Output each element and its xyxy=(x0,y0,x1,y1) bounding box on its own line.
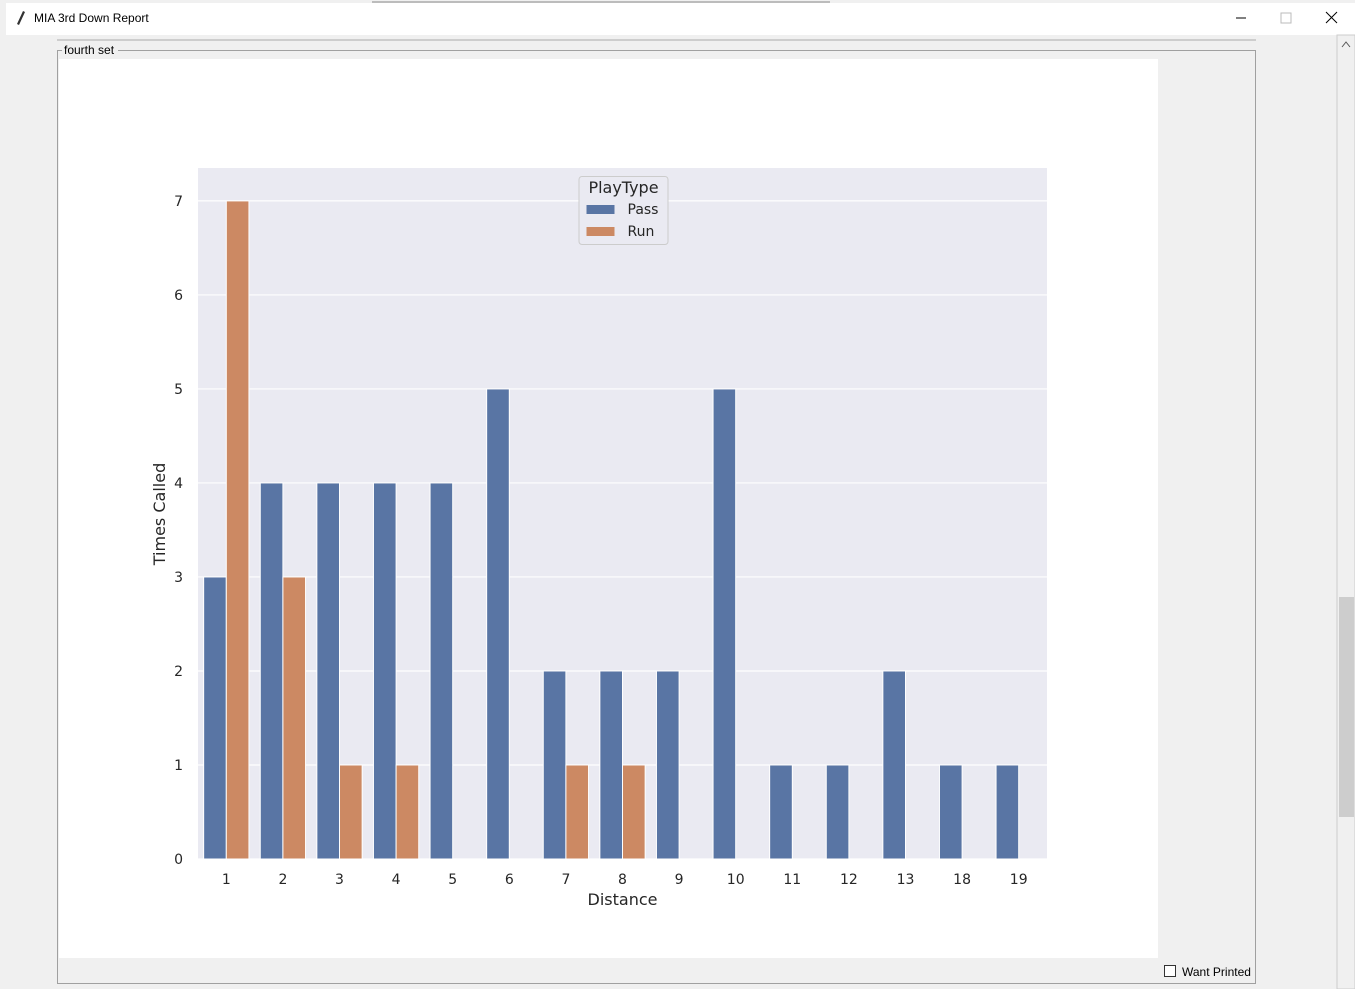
app-icon xyxy=(17,11,25,25)
x-axis-label: Distance xyxy=(588,890,658,909)
x-tick-label: 6 xyxy=(505,872,514,888)
bar xyxy=(712,388,737,860)
legend-title: PlayType xyxy=(588,178,658,197)
bar xyxy=(259,482,284,860)
window-title: MIA 3rd Down Report xyxy=(34,11,149,25)
bar xyxy=(486,388,510,860)
title-bar xyxy=(6,3,1355,35)
x-tick-label: 5 xyxy=(448,872,457,888)
x-tick-label: 8 xyxy=(618,872,627,888)
x-tick-label: 19 xyxy=(1010,872,1028,888)
bar xyxy=(316,482,340,860)
legend-swatch xyxy=(586,205,615,214)
y-tick-label: 4 xyxy=(174,476,183,492)
x-tick-label: 10 xyxy=(727,872,745,888)
y-tick-label: 6 xyxy=(174,288,183,304)
x-tick-label: 2 xyxy=(278,872,287,888)
bar xyxy=(395,764,420,860)
labelframe xyxy=(57,50,1256,984)
bar xyxy=(203,576,227,860)
bar xyxy=(938,764,963,860)
x-tick-label: 1 xyxy=(222,872,231,888)
bar xyxy=(282,576,307,860)
y-tick-label: 1 xyxy=(174,758,183,774)
y-tick-label: 0 xyxy=(174,852,183,868)
scrollbar[interactable] xyxy=(1336,34,1355,989)
scroll-thumb[interactable] xyxy=(1339,597,1354,817)
bar xyxy=(599,670,623,860)
x-tick-label: 11 xyxy=(783,872,801,888)
bar xyxy=(995,764,1020,860)
labelframe-label: fourth set xyxy=(64,43,115,57)
x-tick-label: 9 xyxy=(675,872,684,888)
bar xyxy=(339,764,363,860)
x-tick-label: 18 xyxy=(953,872,971,888)
bar xyxy=(882,670,906,860)
maximize-button[interactable] xyxy=(1280,12,1292,24)
x-tick-label: 12 xyxy=(840,872,858,888)
y-tick-label: 5 xyxy=(174,382,183,398)
bar xyxy=(225,200,250,860)
legend-label: Pass xyxy=(628,202,659,218)
y-tick-label: 3 xyxy=(174,570,183,586)
y-tick-label: 2 xyxy=(174,664,183,680)
bar xyxy=(825,764,850,860)
x-tick-label: 13 xyxy=(897,872,915,888)
bar xyxy=(769,764,793,860)
y-tick-label: 7 xyxy=(174,194,183,210)
y-axis-label: Times Called xyxy=(150,463,169,566)
legend-label: Run xyxy=(628,224,655,240)
legend-swatch xyxy=(586,227,615,236)
x-tick-label: 4 xyxy=(392,872,401,888)
x-tick-label: 3 xyxy=(335,872,344,888)
bar xyxy=(622,764,646,860)
close-button[interactable] xyxy=(1325,11,1338,24)
bar xyxy=(542,670,567,860)
checkbox-label[interactable]: Want Printed xyxy=(1182,965,1251,979)
bar xyxy=(429,482,454,860)
scroll-up[interactable] xyxy=(1341,41,1351,48)
bar xyxy=(655,670,680,860)
bar xyxy=(565,764,590,860)
labelframe-label-bg xyxy=(62,43,118,57)
checkbox[interactable] xyxy=(1164,965,1176,977)
x-tick-label: 7 xyxy=(561,872,570,888)
bar xyxy=(372,482,397,860)
